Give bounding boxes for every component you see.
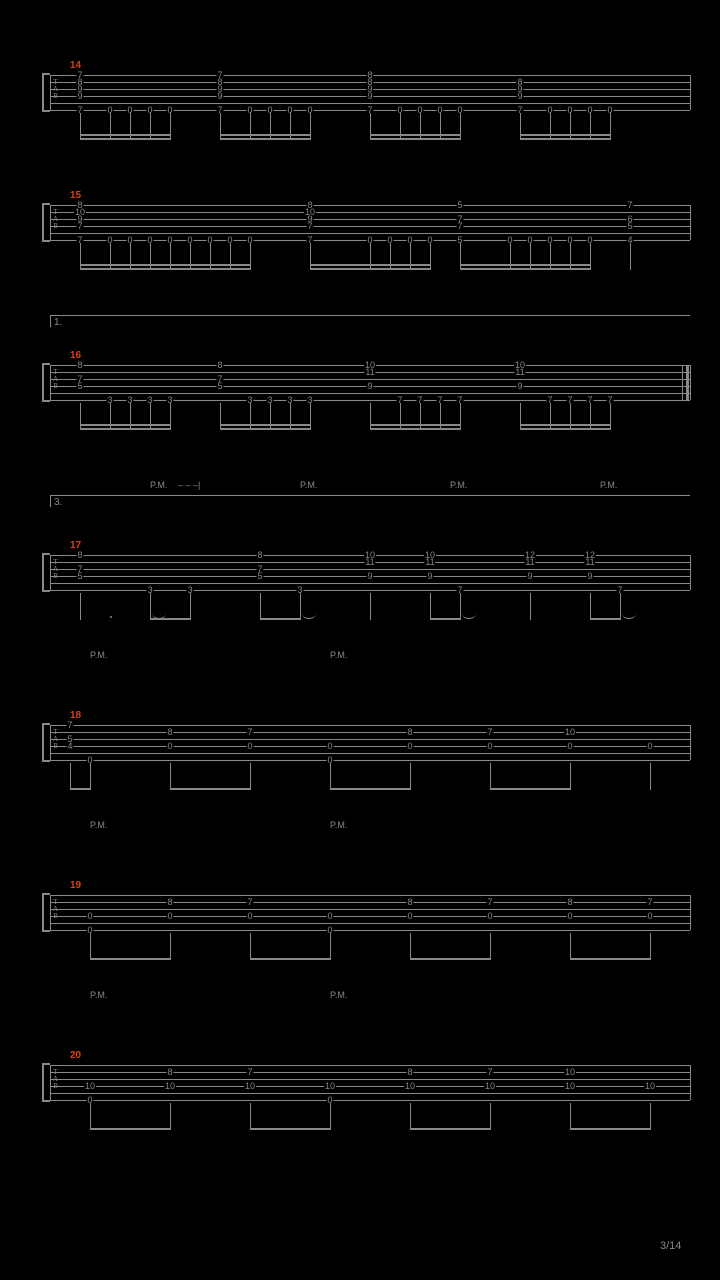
fret-number: 10 <box>164 1082 176 1090</box>
palm-mute-label: P.M. <box>90 820 107 830</box>
page-number: 3/14 <box>660 1240 681 1252</box>
fret-number: 0 <box>246 912 253 920</box>
palm-mute-label: P.M. <box>90 650 107 660</box>
fret-number: 9 <box>516 382 523 390</box>
fret-number: 0 <box>646 742 653 750</box>
fret-number: 7 <box>246 728 253 736</box>
fret-number: 7 <box>486 728 493 736</box>
palm-mute-label: P.M. <box>150 480 167 490</box>
fret-number: 4 <box>66 742 73 750</box>
palm-mute-label: P.M. <box>330 650 347 660</box>
fret-number: 10 <box>564 1068 576 1076</box>
fret-number: 0 <box>326 912 333 920</box>
repeat-ending-number: 1. <box>54 317 62 328</box>
fret-number: 0 <box>646 912 653 920</box>
fret-number: 0 <box>326 742 333 750</box>
fret-number: 11 <box>424 558 435 566</box>
fret-number: 10 <box>564 1082 576 1090</box>
fret-number: 10 <box>404 1082 416 1090</box>
fret-number: 0 <box>566 912 573 920</box>
fret-number: 8 <box>406 728 413 736</box>
fret-number: 5 <box>456 201 463 209</box>
fret-number: 7 <box>246 898 253 906</box>
fret-number: 0 <box>486 742 493 750</box>
fret-number: 7 <box>306 222 313 230</box>
fret-number: 8 <box>76 361 83 369</box>
fret-number: 0 <box>166 742 173 750</box>
fret-number: 9 <box>526 572 533 580</box>
fret-number: 7 <box>246 1068 253 1076</box>
palm-mute-label: P.M. <box>330 820 347 830</box>
fret-number: 8 <box>566 898 573 906</box>
fret-number: 0 <box>486 912 493 920</box>
tab-clef: TAB <box>53 899 58 920</box>
fret-number: 9 <box>516 92 523 100</box>
palm-mute-label: P.M. <box>300 480 317 490</box>
fret-number: 10 <box>484 1082 496 1090</box>
fret-number: 9 <box>366 92 373 100</box>
palm-mute-label: P.M. <box>90 990 107 1000</box>
tab-clef: TAB <box>53 369 58 390</box>
fret-number: 8 <box>76 551 83 559</box>
palm-mute-label: P.M. <box>600 480 617 490</box>
repeat-ending-number: 3. <box>54 497 62 508</box>
fret-number: 7 <box>626 201 633 209</box>
fret-number: 10 <box>644 1082 656 1090</box>
fret-number: 7 <box>66 721 73 729</box>
fret-number: 9 <box>76 92 83 100</box>
fret-number: 8 <box>256 551 263 559</box>
tab-clef: TAB <box>53 209 58 230</box>
fret-number: 7 <box>486 1068 493 1076</box>
tab-clef: TAB <box>53 729 58 750</box>
fret-number: 11 <box>584 558 595 566</box>
fret-number: 0 <box>406 742 413 750</box>
fret-number: 10 <box>564 728 576 736</box>
fret-number: 9 <box>586 572 593 580</box>
fret-number: 8 <box>166 898 173 906</box>
fret-number: 7 <box>76 222 83 230</box>
fret-number: 7 <box>456 222 463 230</box>
fret-number: 5 <box>216 382 223 390</box>
fret-number: 9 <box>216 92 223 100</box>
fret-number: 11 <box>514 368 525 376</box>
palm-mute-label: P.M. <box>450 480 467 490</box>
palm-mute-label: P.M. <box>330 990 347 1000</box>
fret-number: 9 <box>426 572 433 580</box>
fret-number: 11 <box>364 558 375 566</box>
fret-number: 8 <box>406 898 413 906</box>
fret-number: 5 <box>626 222 633 230</box>
fret-number: 7 <box>486 898 493 906</box>
fret-number: 0 <box>406 912 413 920</box>
tab-page: TAB1478997000078997000088997000089970000… <box>0 0 720 1280</box>
fret-number: 10 <box>84 1082 96 1090</box>
fret-number: 0 <box>246 742 253 750</box>
fret-number: 7 <box>646 898 653 906</box>
measure-number: 19 <box>70 880 81 891</box>
fret-number: 5 <box>256 572 263 580</box>
tab-clef: TAB <box>53 1069 58 1090</box>
tab-clef: TAB <box>53 559 58 580</box>
fret-number: 8 <box>166 728 173 736</box>
fret-number: 5 <box>76 572 83 580</box>
fret-number: 8 <box>406 1068 413 1076</box>
measure-number: 20 <box>70 1050 81 1061</box>
fret-number: 5 <box>76 382 83 390</box>
fret-number: 11 <box>364 368 375 376</box>
fret-number: 0 <box>86 912 93 920</box>
fret-number: 9 <box>366 382 373 390</box>
fret-number: 8 <box>216 361 223 369</box>
fret-number: 8 <box>166 1068 173 1076</box>
fret-number: 0 <box>166 912 173 920</box>
tab-clef: TAB <box>53 79 58 100</box>
fret-number: 11 <box>524 558 535 566</box>
fret-number: 9 <box>366 572 373 580</box>
fret-number: 10 <box>244 1082 256 1090</box>
fret-number: 0 <box>566 742 573 750</box>
fret-number: 10 <box>324 1082 336 1090</box>
